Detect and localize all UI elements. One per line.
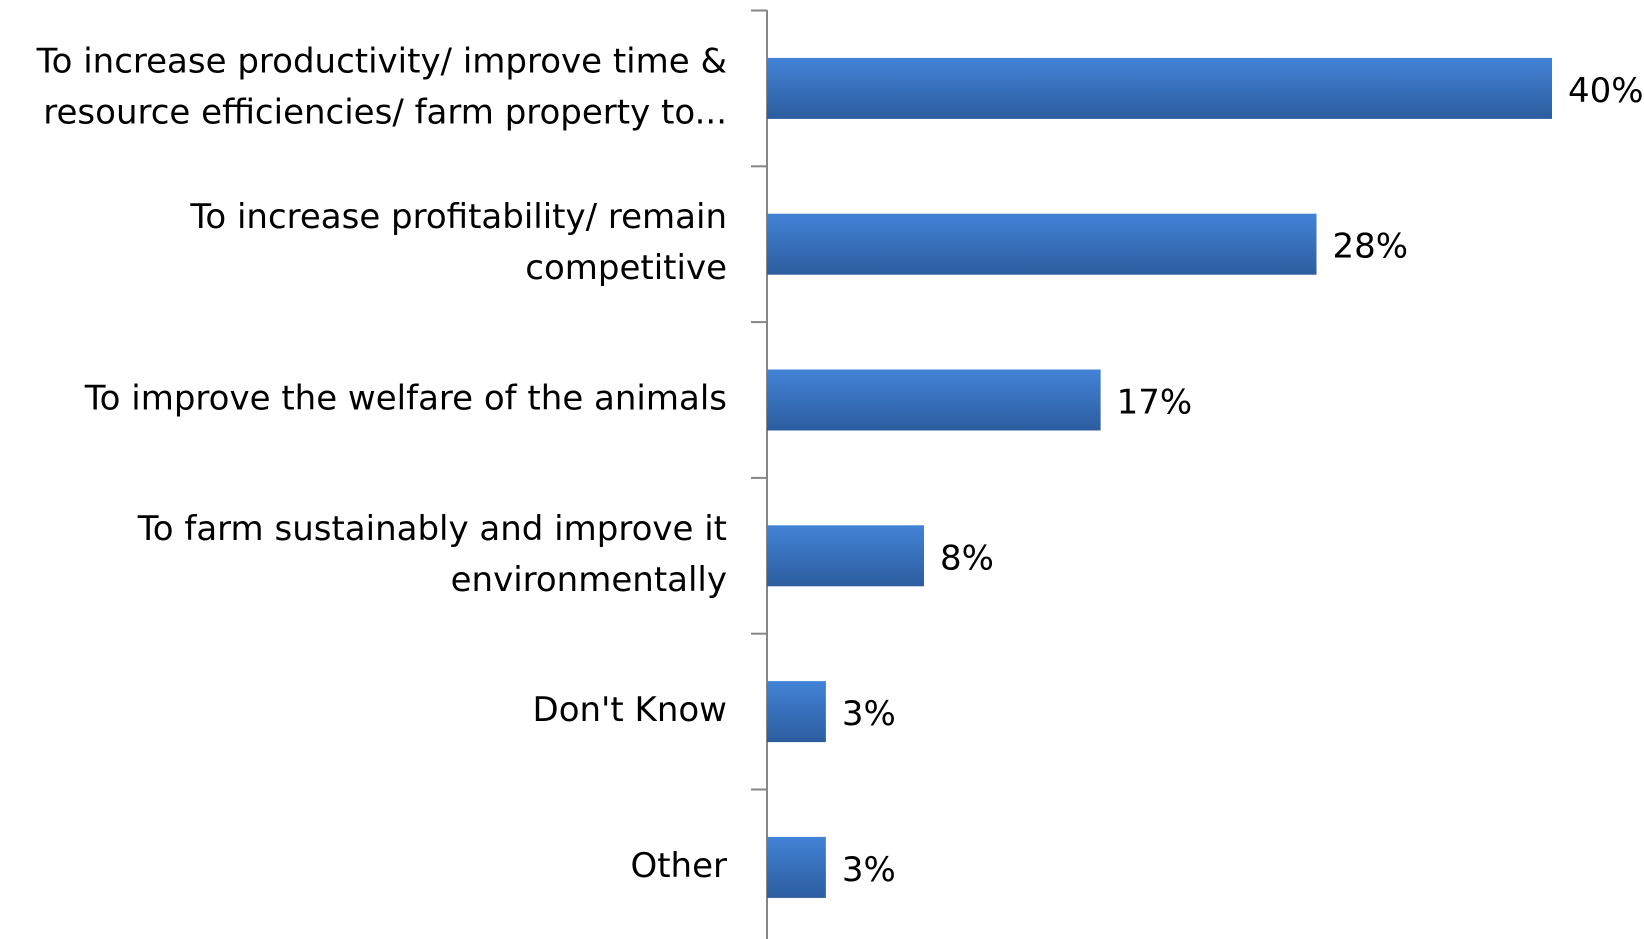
category-label: To increase profitability/ remain — [189, 197, 727, 237]
value-label: 3% — [842, 850, 896, 890]
bar — [767, 369, 1101, 431]
bar — [767, 836, 826, 898]
category-label: competitive — [525, 248, 727, 288]
bar — [767, 681, 826, 743]
value-label: 3% — [842, 694, 896, 734]
value-label: 40% — [1568, 71, 1644, 111]
category-label: To improve the welfare of the animals — [84, 379, 727, 419]
category-label: To farm sustainably and improve it — [137, 509, 727, 549]
value-label: 28% — [1333, 227, 1409, 267]
bar — [767, 57, 1552, 119]
category-label: Don't Know — [533, 690, 727, 730]
bar — [767, 213, 1317, 275]
value-label: 17% — [1117, 383, 1193, 423]
value-label: 8% — [940, 538, 994, 578]
category-label: To increase productivity/ improve time & — [36, 41, 727, 81]
category-label: Other — [630, 846, 727, 886]
category-label: environmentally — [451, 560, 727, 600]
bar — [767, 525, 924, 587]
category-label: resource efficiencies/ farm property to.… — [43, 92, 727, 132]
